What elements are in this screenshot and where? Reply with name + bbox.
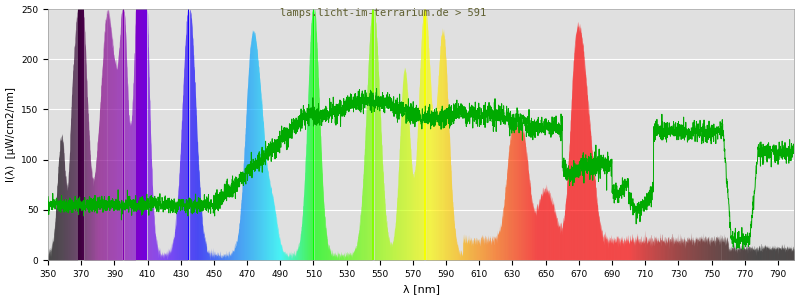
Y-axis label: I(λ)  [μW/cm2/nm]: I(λ) [μW/cm2/nm] bbox=[6, 87, 15, 182]
Text: lamps.licht-im-terrarium.de > 591: lamps.licht-im-terrarium.de > 591 bbox=[280, 8, 486, 18]
X-axis label: λ [nm]: λ [nm] bbox=[402, 284, 440, 294]
